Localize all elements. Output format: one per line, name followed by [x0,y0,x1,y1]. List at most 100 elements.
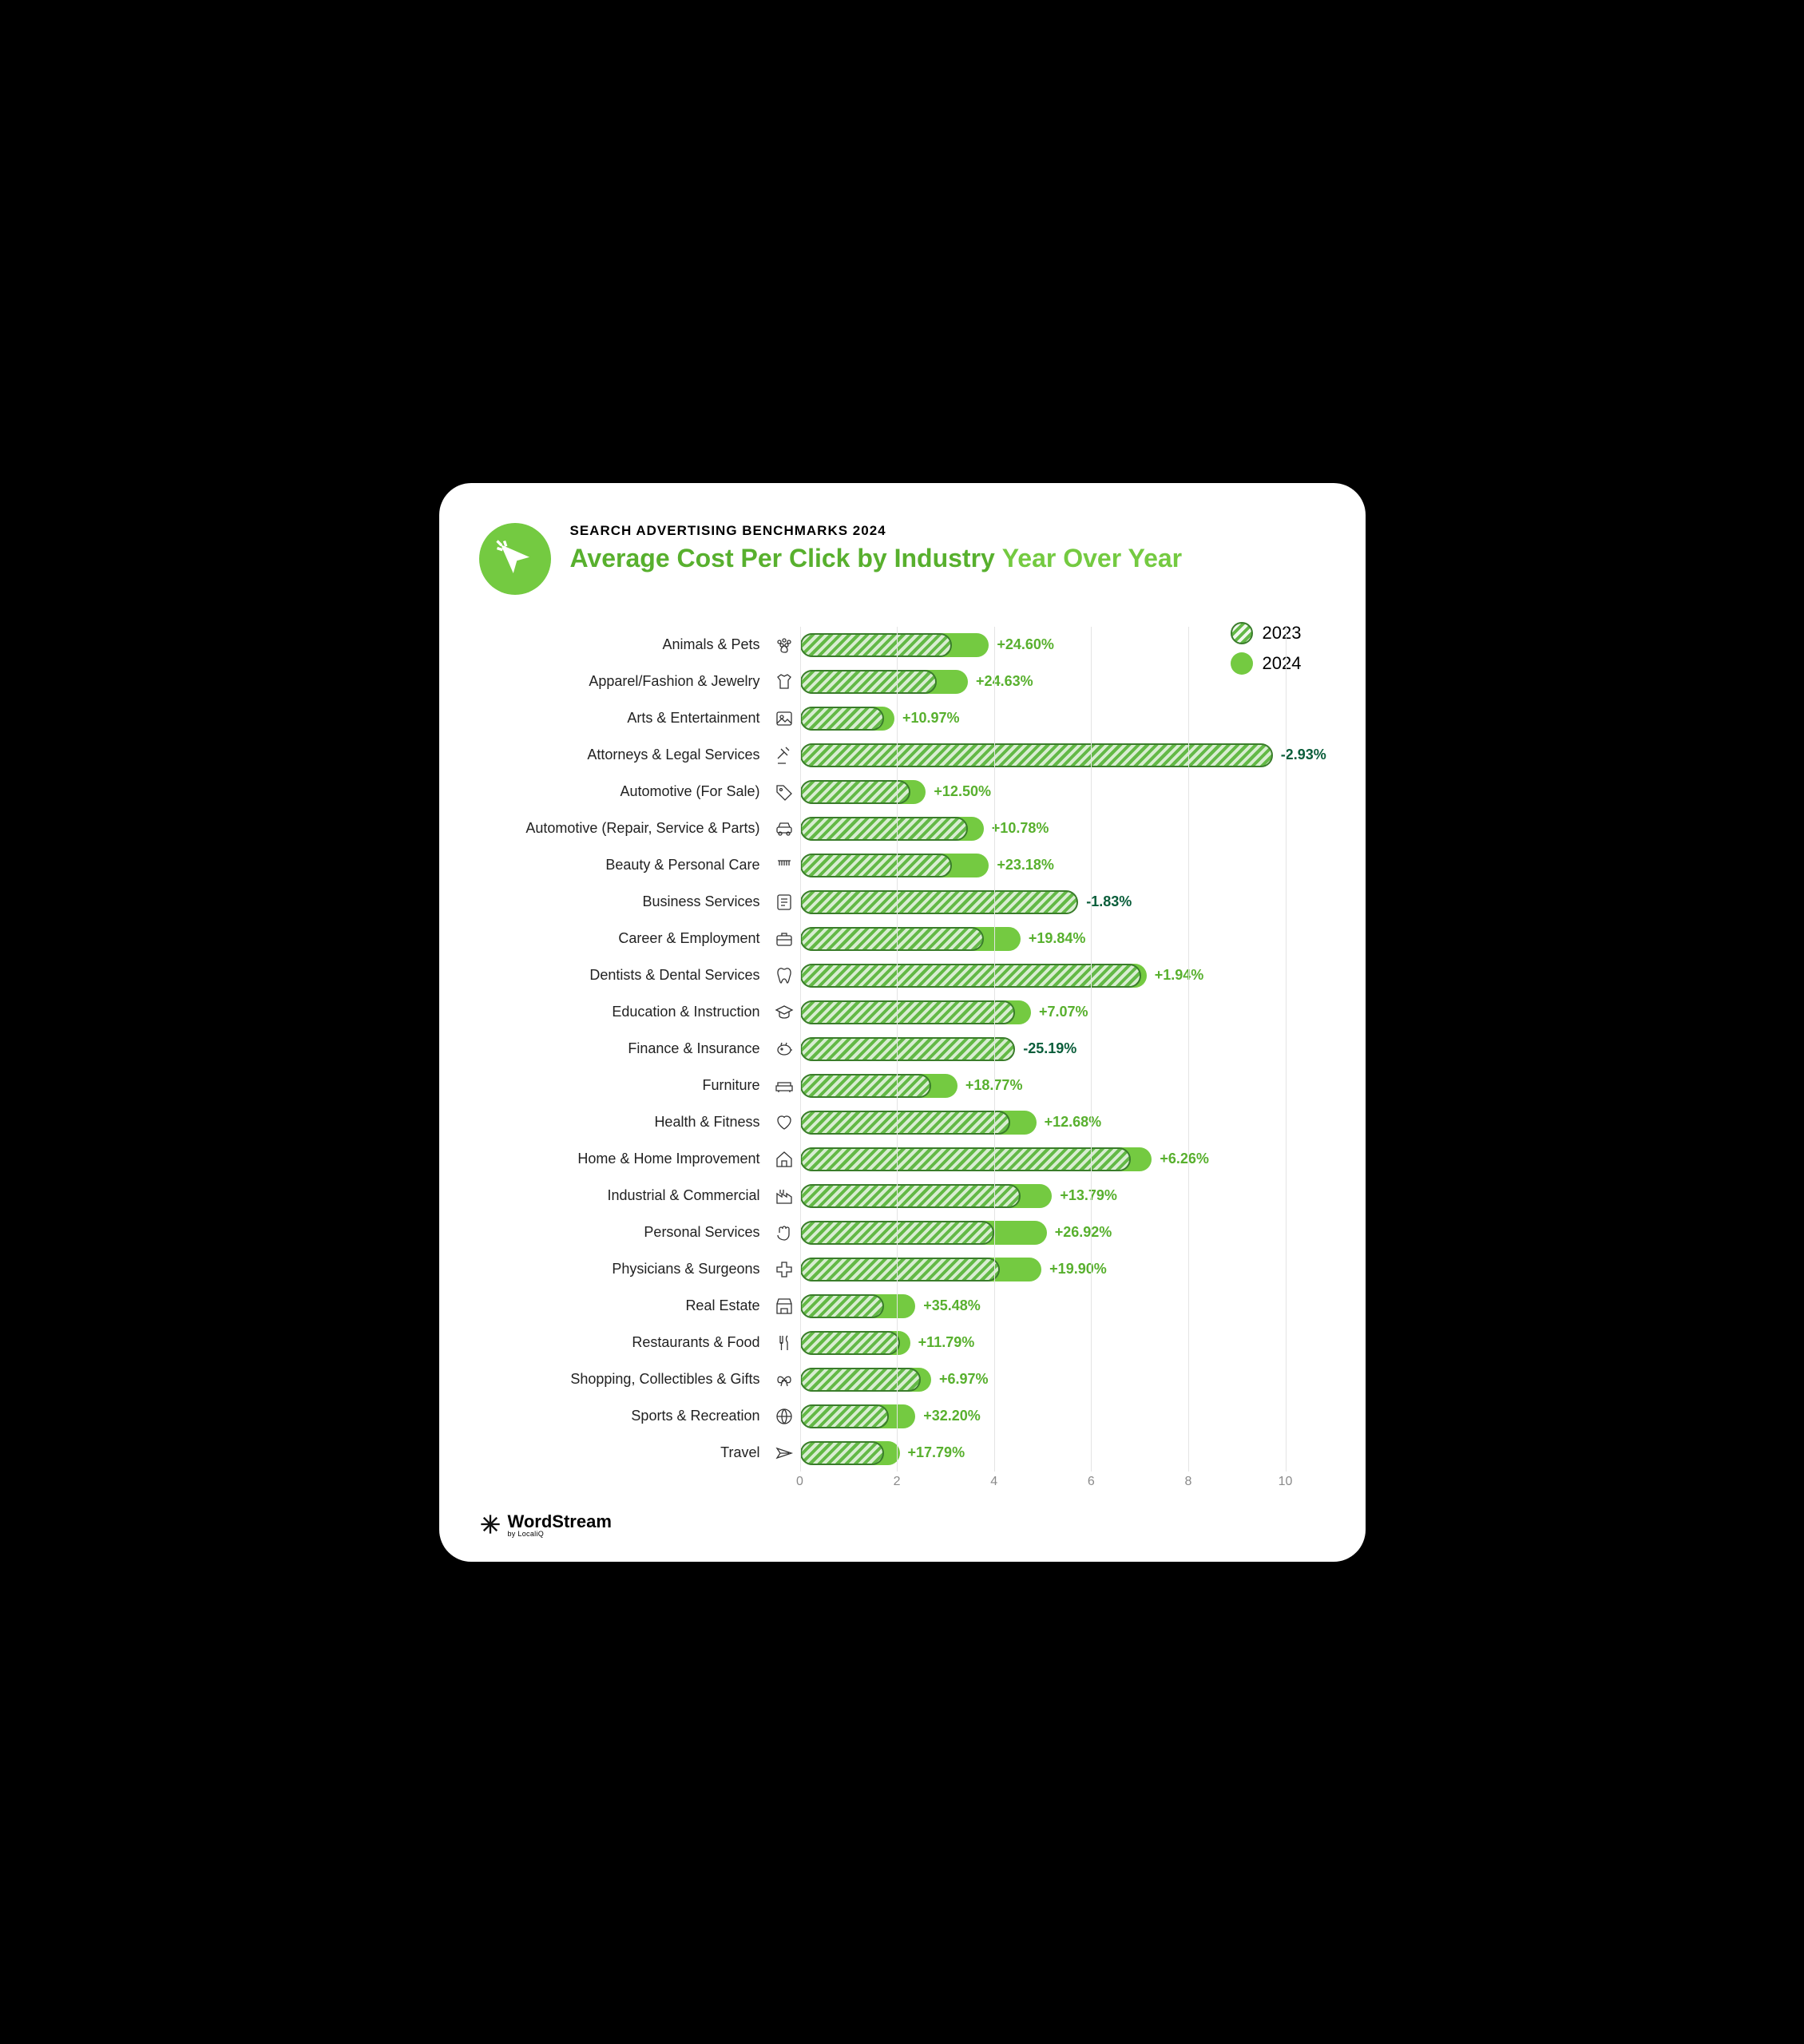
bar-track: +24.60% [800,627,1326,664]
row-label: Dentists & Dental Services [479,967,768,984]
chart-row: Dentists & Dental Services +1.94% [479,957,1326,994]
cursor-badge-icon [479,523,551,595]
gavel-icon [768,746,800,765]
row-pct-label: +11.79% [910,1331,975,1355]
axis-tick: 8 [1184,1475,1191,1489]
chart-row: Industrial & Commercial +13.79% [479,1178,1326,1214]
axis-tick: 6 [1088,1475,1095,1489]
row-label: Education & Instruction [479,1004,768,1020]
chart-row: Finance & Insurance -25.19% [479,1031,1326,1068]
chart-row: Furniture+18.77% [479,1068,1326,1104]
bar-track: +23.18% [800,847,1326,884]
row-label: Health & Fitness [479,1114,768,1131]
bar-track: +19.84% [800,921,1326,957]
ball-icon [768,1407,800,1426]
bar-2023 [800,1258,1000,1281]
chart-row: Travel +17.79% [479,1435,1326,1472]
bar-2023 [800,1037,1016,1061]
bar-track: +19.90% [800,1251,1326,1288]
row-label: Automotive (Repair, Service & Parts) [479,820,768,837]
row-pct-label: +32.20% [915,1404,981,1428]
row-label: Real Estate [479,1297,768,1314]
row-pct-label: +7.07% [1031,1000,1088,1024]
row-label: Animals & Pets [479,636,768,653]
bar-2023 [800,633,953,657]
bar-track: +12.50% [800,774,1326,810]
bar-2023 [800,1368,921,1392]
comb-icon [768,856,800,875]
row-pct-label: +18.77% [958,1074,1023,1098]
bar-track: +18.77% [800,1068,1326,1104]
bar-track: +6.26% [800,1141,1326,1178]
row-label: Travel [479,1444,768,1461]
image-icon [768,709,800,728]
footer: WordStream by LocaliQ [479,1511,1326,1538]
bar-track: +1.94% [800,957,1326,994]
row-pct-label: +19.84% [1021,927,1086,951]
infographic-card: SEARCH ADVERTISING BENCHMARKS 2024 Avera… [439,483,1366,1562]
chart-row: Automotive (Repair, Service & Parts) +10.… [479,810,1326,847]
bar-2023 [800,927,984,951]
row-label: Sports & Recreation [479,1408,768,1424]
doc-icon [768,893,800,912]
bar-2023 [800,1294,884,1318]
tag-icon [768,782,800,802]
row-pct-label: +24.60% [989,633,1054,657]
bar-track: -25.19% [800,1031,1326,1068]
chart-row: Business Services-1.83% [479,884,1326,921]
bar-2023 [800,1441,884,1465]
chart-row: Automotive (For Sale)+12.50% [479,774,1326,810]
row-pct-label: +6.26% [1152,1147,1209,1171]
shirt-icon [768,672,800,691]
bar-track: +10.78% [800,810,1326,847]
cross-icon [768,1260,800,1279]
bar-2023 [800,854,953,877]
row-pct-label: -25.19% [1015,1037,1076,1061]
briefcase-icon [768,929,800,949]
chart-row: Apparel/Fashion & Jewelry+24.63% [479,664,1326,700]
axis-tick: 10 [1279,1475,1293,1489]
eyebrow-text: SEARCH ADVERTISING BENCHMARKS 2024 [570,523,1183,539]
row-pct-label: +35.48% [915,1294,981,1318]
bar-2023 [800,1331,900,1355]
row-label: Career & Employment [479,930,768,947]
bar-2023 [800,1221,994,1245]
row-pct-label: +17.79% [900,1441,965,1465]
row-label: Beauty & Personal Care [479,857,768,873]
wordstream-logo: WordStream by LocaliQ [479,1511,612,1538]
row-label: Personal Services [479,1224,768,1241]
bar-2023 [800,1147,1132,1171]
chart-row: Restaurants & Food+11.79% [479,1325,1326,1361]
store-icon [768,1297,800,1316]
bar-track: +32.20% [800,1398,1326,1435]
chart-row: Sports & Recreation +32.20% [479,1398,1326,1435]
row-label: Shopping, Collectibles & Gifts [479,1371,768,1388]
row-label: Industrial & Commercial [479,1187,768,1204]
sofa-icon [768,1076,800,1095]
title-main: Average Cost Per Click by Industry [570,544,995,572]
asterisk-icon [479,1513,502,1535]
row-pct-label: +12.68% [1037,1111,1102,1135]
chart-row: Home & Home Improvement+6.26% [479,1141,1326,1178]
row-pct-label: +13.79% [1052,1184,1117,1208]
car-icon [768,819,800,838]
plane-icon [768,1444,800,1463]
row-label: Arts & Entertainment [479,710,768,727]
row-label: Finance & Insurance [479,1040,768,1057]
chart-row: Career & Employment +19.84% [479,921,1326,957]
row-pct-label: -1.83% [1078,890,1132,914]
bar-2023 [800,707,884,731]
fork-icon [768,1333,800,1353]
x-axis: 0246810 [800,1475,1286,1495]
axis-tick: 4 [990,1475,997,1489]
piggy-icon [768,1040,800,1059]
chart-row: Shopping, Collectibles & Gifts+6.97% [479,1361,1326,1398]
chart-row: Arts & Entertainment+10.97% [479,700,1326,737]
bar-track: -2.93% [800,737,1326,774]
row-pct-label: +10.78% [984,817,1049,841]
row-pct-label: +1.94% [1147,964,1204,988]
row-label: Attorneys & Legal Services [479,747,768,763]
header: SEARCH ADVERTISING BENCHMARKS 2024 Avera… [479,523,1326,595]
bar-2023 [800,743,1273,767]
row-pct-label: +26.92% [1047,1221,1112,1245]
